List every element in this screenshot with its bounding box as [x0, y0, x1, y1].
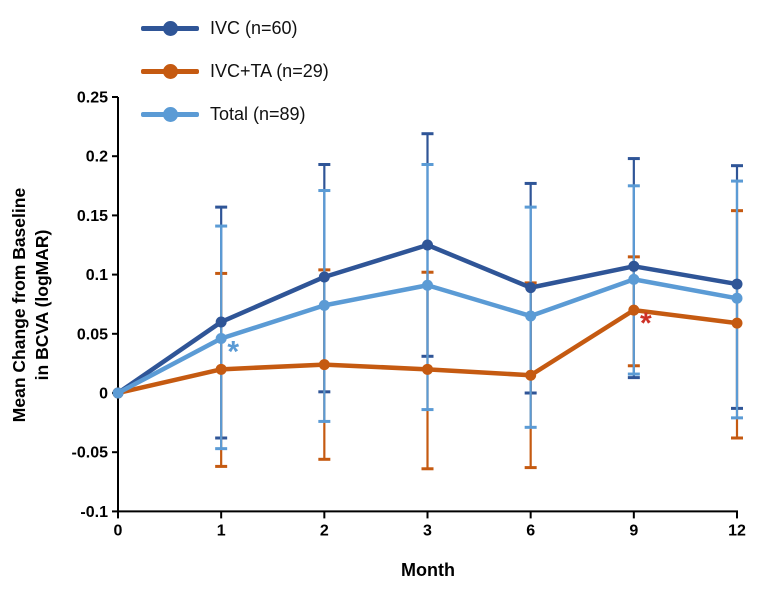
y-tick-label: 0: [99, 386, 108, 403]
data-point: [628, 273, 640, 285]
data-point: [318, 271, 330, 283]
data-point: [215, 363, 227, 375]
legend-dot-swatch: [163, 107, 178, 122]
x-tick-label: 9: [629, 522, 638, 539]
legend-marker-total: [141, 102, 199, 126]
legend-item-total: Total (n=89): [141, 102, 329, 126]
y-tick-label: 0.2: [86, 149, 108, 166]
y-tick-label: 0.1: [86, 267, 108, 284]
data-point: [422, 279, 433, 291]
significance-asterisk: *: [227, 336, 239, 369]
data-point: [525, 310, 537, 322]
data-point: [112, 387, 124, 399]
legend-marker-ivc: [141, 16, 199, 40]
y-tick-label: 0.25: [77, 90, 108, 107]
y-tick-label: -0.1: [80, 504, 108, 521]
data-point: [215, 316, 227, 328]
data-point: [215, 333, 227, 345]
y-axis-ticks: 0.25 0.2 0.15 0.1 0.05 0 -0.05 -0.1: [72, 90, 118, 521]
legend-label-ivc-ta: IVC+TA (n=29): [210, 60, 329, 81]
data-point: [628, 304, 640, 316]
data-point: [525, 369, 537, 381]
series-total: [112, 273, 743, 399]
data-point: [525, 282, 537, 294]
legend-label-total: Total (n=89): [210, 103, 306, 124]
legend-item-ivc: IVC (n=60): [141, 16, 329, 40]
x-tick-label: 1: [217, 522, 226, 539]
legend-item-ivc-ta: IVC+TA (n=29): [141, 59, 329, 83]
y-tick-label: 0.05: [77, 326, 108, 343]
legend-dot-swatch: [163, 64, 178, 79]
data-point: [318, 359, 330, 371]
x-axis-title: Month: [401, 560, 455, 580]
legend-label-ivc: IVC (n=60): [210, 17, 298, 38]
significance-asterisk: *: [640, 307, 652, 340]
x-axis-ticks: 0 1 2 3 6 9 12: [114, 511, 746, 539]
y-tick-label: -0.05: [72, 445, 109, 462]
x-tick-label: 6: [526, 522, 535, 539]
legend-marker-ivc-ta: [141, 59, 199, 83]
data-point: [318, 299, 330, 311]
x-tick-label: 0: [114, 522, 123, 539]
x-tick-label: 12: [728, 522, 746, 539]
legend: IVC (n=60) IVC+TA (n=29) Total (n=89): [141, 16, 329, 145]
data-point: [628, 260, 640, 272]
x-tick-label: 2: [320, 522, 329, 539]
data-point: [731, 278, 743, 290]
data-point: [731, 292, 743, 304]
error-bars-ivc+ta: [215, 209, 743, 471]
data-point: [422, 239, 433, 251]
error-bars-total: [215, 162, 743, 451]
data-point: [731, 317, 743, 329]
y-tick-label: 0.15: [77, 208, 108, 225]
data-point: [422, 363, 433, 375]
legend-dot-swatch: [163, 21, 178, 36]
x-tick-label: 3: [423, 522, 432, 539]
